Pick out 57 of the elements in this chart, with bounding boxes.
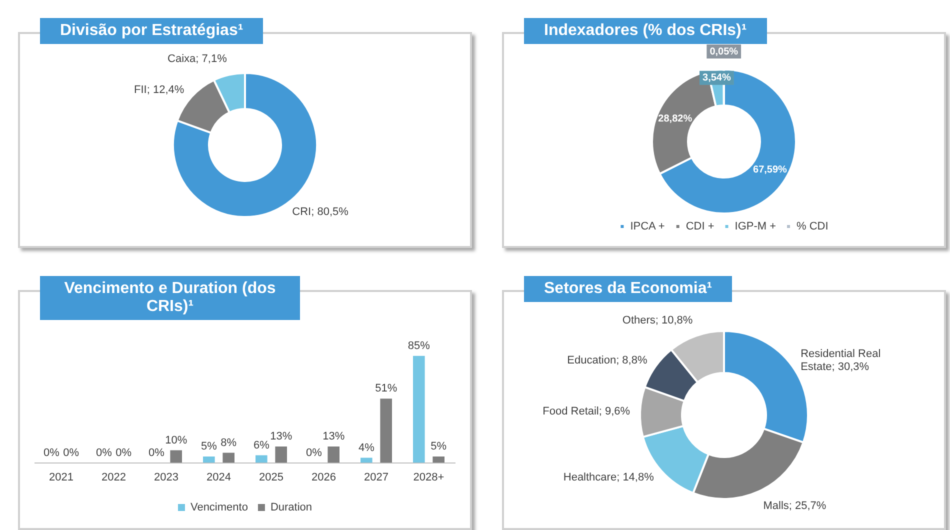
x-tick-label: 2028+	[413, 471, 444, 484]
bar	[413, 356, 425, 463]
chart-title: Indexadores (% dos CRIs)¹	[524, 18, 767, 44]
data-label: 6%	[253, 439, 270, 452]
legend-label: IPCA +	[630, 220, 665, 233]
slice-label: Education; 8,8%	[567, 354, 648, 367]
bar	[275, 446, 287, 463]
slice-label: CRI; 80,5%	[292, 206, 349, 218]
x-tick-label: 2021	[49, 471, 74, 484]
data-label: 3,54%	[702, 72, 731, 84]
data-label: 8%	[220, 436, 237, 449]
data-label: 0,05%	[710, 46, 738, 58]
x-tick-label: 2023	[154, 471, 178, 484]
slice-label: FII; 12,4%	[134, 84, 184, 96]
slice-label: Residential Real Estate; 30,3%	[800, 348, 881, 373]
chart-title: Vencimento e Duration (dos CRIs)¹	[40, 276, 300, 320]
legend-label: CDI +	[686, 220, 714, 233]
data-label: 5%	[430, 440, 447, 453]
x-tick-label: 2026	[312, 471, 336, 484]
data-label: 0%	[116, 446, 132, 459]
bar	[380, 398, 392, 463]
bar	[256, 455, 268, 463]
data-label: 10%	[165, 434, 188, 446]
legend-label: IGP-M +	[734, 220, 776, 233]
bar	[170, 450, 182, 463]
bar	[222, 452, 234, 463]
data-label: 5%	[200, 440, 218, 453]
slice-label: Healthcare; 14,8%	[563, 472, 654, 484]
bar	[203, 456, 215, 463]
slice-label: Others; 10,8%	[622, 314, 693, 327]
bar	[360, 458, 372, 463]
data-label: 0%	[63, 446, 80, 459]
slice-label: Food Retail; 9,6%	[542, 405, 630, 418]
bar	[432, 456, 444, 463]
data-label: 28,82%	[658, 113, 692, 124]
legend-label: % CDI	[796, 220, 828, 233]
data-label: 13%	[270, 430, 292, 442]
data-label: 0%	[148, 446, 165, 459]
data-label: 4%	[358, 442, 375, 454]
data-label: 0%	[43, 446, 60, 459]
data-label: 0%	[96, 446, 112, 459]
x-tick-label: 2025	[259, 471, 284, 484]
slice-label: Malls; 25,7%	[763, 500, 826, 512]
legend-label: Duration	[270, 502, 312, 514]
data-label: 0%	[306, 446, 322, 459]
slice-label: Caixa; 7,1%	[168, 53, 228, 66]
chart-title: Divisão por Estratégias¹	[40, 18, 264, 44]
data-label: 13%	[322, 430, 345, 442]
x-tick-label: 2022	[102, 471, 126, 484]
x-tick-label: 2024	[206, 471, 231, 484]
legend-label: Vencimento	[190, 502, 248, 514]
x-tick-label: 2027	[364, 471, 388, 484]
chart-title: Setores da Economia¹	[524, 276, 732, 302]
data-label: 85%	[408, 340, 430, 352]
data-label: 51%	[375, 382, 398, 395]
data-label: 67,59%	[753, 164, 788, 176]
bar	[328, 446, 340, 463]
